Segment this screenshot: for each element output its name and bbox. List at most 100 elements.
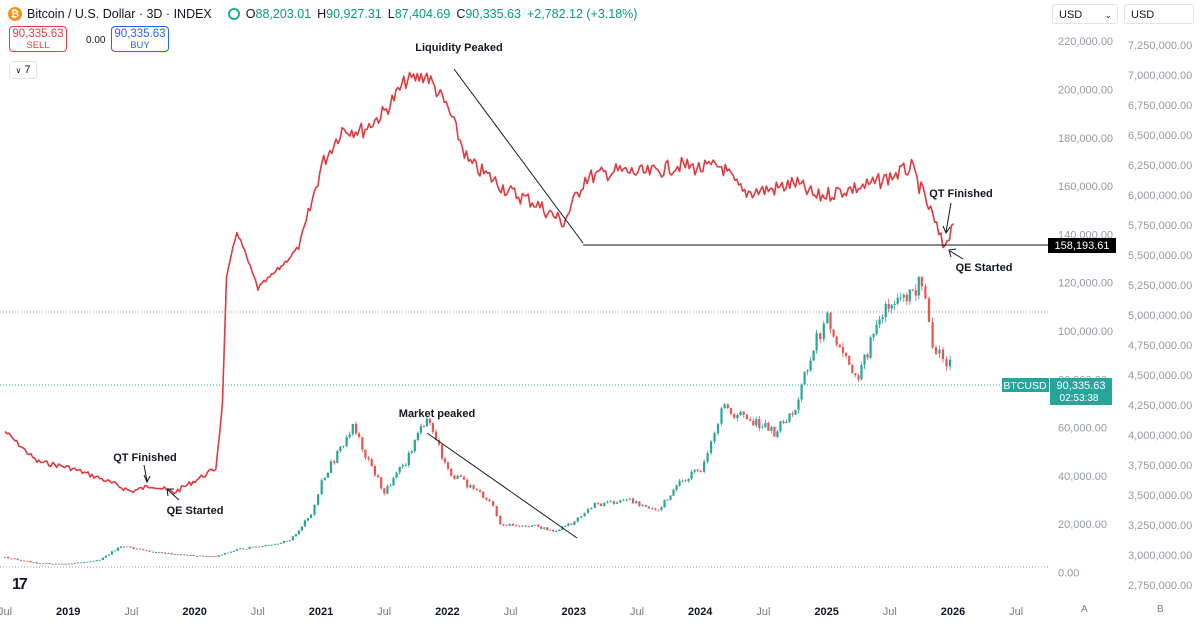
candle-body [54,563,57,565]
candle-body [76,562,80,564]
candle-body [675,485,678,490]
time-axis-tick: Jul [630,606,644,618]
candle-body [625,499,628,501]
candle-body [98,559,101,561]
candle-body [431,423,434,432]
candle-body [678,480,681,486]
candle-body [279,543,282,544]
candle-body [848,355,851,365]
candle-body [920,276,923,287]
right-axis-tick: 4,250,000.00 [1128,400,1192,412]
sell-button[interactable]: 90,335.63 SELL [9,26,67,52]
candle-body [502,524,505,526]
candle-body [142,549,145,551]
candle-body [267,545,270,546]
spread-value: 0.00 [86,35,106,46]
indicators-count: 7 [24,64,31,76]
candle-body [354,423,358,434]
candle-body [511,523,515,526]
right-axis-tick: 3,500,000.00 [1128,490,1192,502]
right-price-axis[interactable]: 7,250,000.00 7,000,000.00 6,750,000.00 6,50… [1128,40,1192,592]
right-scale-button[interactable]: B [1157,604,1164,615]
symbol-title[interactable]: Bitcoin / U.S. Dollar · 3D · INDEX [27,7,212,21]
open-label: O [245,7,256,21]
candle-body [80,562,83,564]
close-value: 90,335.63 [465,7,521,21]
left-price-axis[interactable]: 260,000.00240,000.00220,000.00200,000.00… [1058,0,1113,580]
candle-body [425,418,428,427]
candle-body [742,411,745,415]
candle-body [376,475,380,478]
candle-body [739,411,742,415]
candle-body [258,546,261,548]
low-label: L [387,7,395,21]
qt-finished-left-arrow [143,464,151,484]
candle-body [583,512,586,517]
annotation-qt-finished-left: QT Finished [113,452,177,464]
last-price-tag [1050,378,1112,405]
candle-body [154,552,157,553]
time-axis[interactable]: Jul 2019 Jul 2020 Jul 2021 Jul 2022 Jul 2023 Jul 20… [0,606,1023,618]
qt-finished-right-arrow [942,202,952,235]
candle-body [616,502,619,504]
candle-body [684,480,687,482]
auto-scale-button[interactable]: A [1081,604,1088,615]
candle-body [453,475,456,479]
level-tag-text: 158,193.61 [1054,240,1109,252]
candle-body [949,359,952,367]
high-label: H [317,7,327,21]
candle-body [189,554,192,556]
candle-body [534,524,537,526]
candle-body [832,329,835,337]
candle-body [32,562,35,564]
symbol-header[interactable]: ₿ Bitcoin / U.S. Dollar · 3D · INDEX O 88… [8,5,637,23]
candle-body [3,556,7,558]
time-axis-tick: Jul [883,606,897,618]
market-status-icon[interactable] [227,8,240,20]
right-axis-tick: 3,250,000.00 [1128,520,1192,532]
candle-body [881,317,884,320]
candle-body [687,479,690,481]
candle-body [205,556,208,557]
candle-body [485,497,488,500]
candle-body [785,422,788,424]
candle-body [288,540,291,542]
candle-body [329,461,333,473]
time-axis-tick: Jul [377,606,391,618]
candle-body [192,554,195,556]
right-axis-tick: 7,000,000.00 [1128,70,1192,82]
right-axis-tick: 5,250,000.00 [1128,280,1192,292]
level-tag [1048,238,1116,253]
candle-body [180,554,183,556]
candle-body [733,414,736,418]
candle-body [450,468,453,476]
candle-body [570,523,573,525]
candle-body [564,525,567,527]
candle-body [466,479,469,488]
candle-body [245,548,248,550]
candle-body [300,526,303,531]
candle-body [123,546,126,548]
candle-body [822,323,825,339]
candle-body [657,509,660,511]
buy-button[interactable]: 90,335.63 BUY [111,26,169,52]
candle-body [13,558,16,560]
candle-body [223,553,226,555]
candle-body [164,552,167,554]
candle-body [472,485,475,489]
candle-body [217,555,220,557]
candle-body [73,563,76,564]
indicators-toggle-button[interactable]: ∨ 7 [9,61,37,79]
candle-body [866,354,869,358]
time-axis-tick: 2023 [562,606,586,618]
right-axis-tick: 6,250,000.00 [1128,160,1192,172]
currency-select-right[interactable]: USD [1124,4,1194,24]
time-axis-tick: 2024 [688,606,713,618]
candle-body [931,322,934,348]
candle-body [126,546,129,548]
currency-select-left[interactable]: USD ⌄ [1052,4,1118,24]
right-axis-tick: 5,750,000.00 [1128,220,1192,232]
candle-body [475,488,478,490]
candle-body [543,527,546,529]
